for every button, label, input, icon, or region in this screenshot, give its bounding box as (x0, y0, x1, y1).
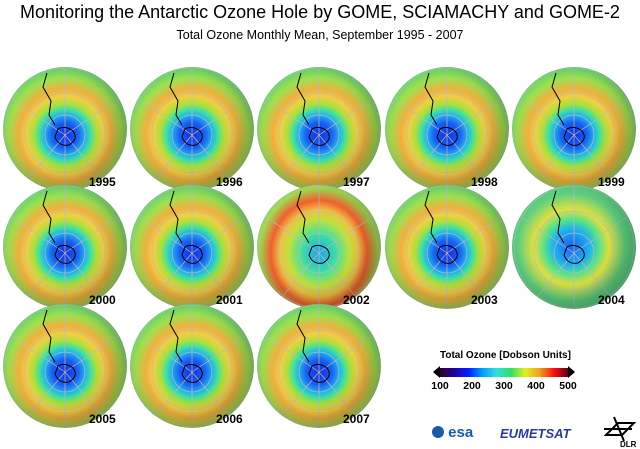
year-label: 1996 (216, 175, 243, 189)
graticule-icon (513, 185, 635, 309)
colorbar (440, 368, 568, 377)
ozone-globe-2005 (3, 304, 127, 428)
ozone-globe-1997 (257, 67, 381, 191)
dlr-logo: DLR (600, 413, 636, 449)
year-label: 1997 (343, 175, 370, 189)
year-label: 1999 (598, 175, 625, 189)
graticule-icon (4, 304, 126, 428)
graticule-icon (386, 67, 508, 191)
colorbar-tick: 300 (495, 380, 513, 392)
graticule-icon (4, 185, 126, 309)
figure-subtitle: Total Ozone Monthly Mean, September 1995… (176, 28, 464, 42)
graticule-icon (258, 67, 380, 191)
ozone-globe-1995 (3, 67, 127, 191)
colorbar-tick: 400 (527, 380, 545, 392)
dlr-logo-icon (603, 416, 637, 442)
colorbar-min-arrow (433, 366, 440, 378)
graticule-icon (131, 304, 253, 428)
esa-logo-icon (432, 426, 444, 438)
year-label: 1995 (89, 175, 116, 189)
year-label: 1998 (471, 175, 498, 189)
colorbar-title: Total Ozone [Dobson Units] (440, 350, 571, 361)
ozone-globe-2000 (3, 185, 127, 309)
year-label: 2007 (343, 412, 370, 426)
colorbar-max-arrow (568, 366, 575, 378)
graticule-icon (513, 67, 635, 191)
ozone-globe-1999 (512, 67, 636, 191)
graticule-icon (131, 185, 253, 309)
graticule-icon (258, 304, 380, 428)
year-label: 2006 (216, 412, 243, 426)
colorbar-tick: 500 (559, 380, 577, 392)
graticule-icon (386, 185, 508, 309)
graticule-icon (4, 67, 126, 191)
colorbar-tick: 200 (463, 380, 481, 392)
figure-title: Monitoring the Antarctic Ozone Hole by G… (20, 2, 620, 22)
year-label: 2002 (343, 293, 370, 307)
year-label: 2001 (216, 293, 243, 307)
esa-logo: esa (432, 424, 473, 441)
ozone-globe-2004 (512, 185, 636, 309)
ozone-globe-1998 (385, 67, 509, 191)
ozone-globe-1996 (130, 67, 254, 191)
year-label: 2003 (471, 293, 498, 307)
graticule-icon (258, 185, 380, 309)
year-label: 2004 (598, 293, 625, 307)
colorbar-tick: 100 (431, 380, 449, 392)
ozone-globe-2002 (257, 185, 381, 309)
ozone-globe-2001 (130, 185, 254, 309)
ozone-globe-2003 (385, 185, 509, 309)
ozone-globe-2007 (257, 304, 381, 428)
year-label: 2005 (89, 412, 116, 426)
graticule-icon (131, 67, 253, 191)
eumetsat-logo: EUMETSAT (500, 426, 571, 441)
year-label: 2000 (89, 293, 116, 307)
ozone-globe-2006 (130, 304, 254, 428)
